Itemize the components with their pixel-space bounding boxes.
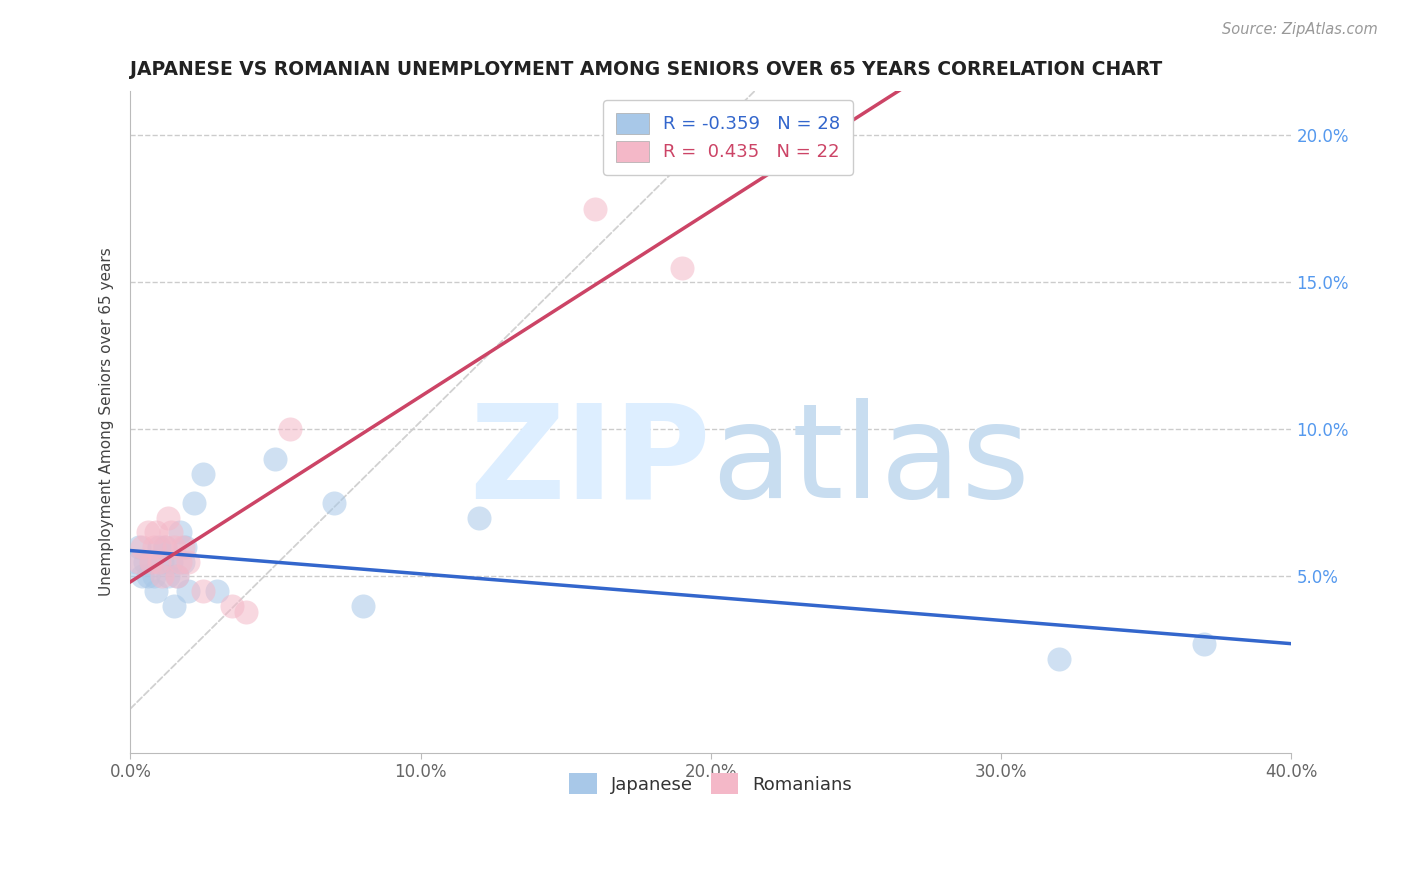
Text: JAPANESE VS ROMANIAN UNEMPLOYMENT AMONG SENIORS OVER 65 YEARS CORRELATION CHART: JAPANESE VS ROMANIAN UNEMPLOYMENT AMONG …: [131, 60, 1163, 78]
Point: [177, 555, 200, 569]
Point: [322, 496, 344, 510]
Point: [172, 555, 194, 569]
Point: [148, 540, 170, 554]
Point: [221, 599, 243, 613]
Point: [145, 584, 167, 599]
Point: [583, 202, 606, 216]
Point: [235, 605, 257, 619]
Point: [157, 510, 180, 524]
Point: [134, 555, 156, 569]
Point: [191, 584, 214, 599]
Point: [163, 599, 186, 613]
Point: [174, 540, 197, 554]
Point: [131, 540, 153, 554]
Point: [139, 555, 162, 569]
Point: [145, 525, 167, 540]
Point: [153, 540, 176, 554]
Point: [1194, 637, 1216, 651]
Point: [128, 555, 150, 569]
Point: [183, 496, 205, 510]
Text: ZIP: ZIP: [470, 398, 711, 525]
Point: [172, 540, 194, 554]
Point: [166, 569, 188, 583]
Point: [278, 422, 301, 436]
Point: [207, 584, 229, 599]
Point: [169, 525, 191, 540]
Point: [191, 467, 214, 481]
Point: [136, 569, 159, 583]
Point: [136, 525, 159, 540]
Point: [150, 555, 173, 569]
Point: [1047, 652, 1070, 666]
Point: [160, 555, 183, 569]
Point: [139, 555, 162, 569]
Point: [125, 555, 148, 569]
Point: [264, 451, 287, 466]
Point: [142, 569, 165, 583]
Point: [169, 555, 191, 569]
Point: [163, 540, 186, 554]
Point: [148, 555, 170, 569]
Point: [166, 569, 188, 583]
Text: Source: ZipAtlas.com: Source: ZipAtlas.com: [1222, 22, 1378, 37]
Point: [157, 569, 180, 583]
Point: [128, 540, 150, 554]
Point: [352, 599, 374, 613]
Point: [150, 569, 173, 583]
Point: [160, 525, 183, 540]
Point: [467, 510, 489, 524]
Point: [671, 260, 693, 275]
Point: [153, 540, 176, 554]
Text: atlas: atlas: [711, 398, 1031, 525]
Legend: Japanese, Romanians: Japanese, Romanians: [561, 764, 862, 804]
Point: [142, 540, 165, 554]
Y-axis label: Unemployment Among Seniors over 65 years: Unemployment Among Seniors over 65 years: [100, 248, 114, 597]
Point: [131, 569, 153, 583]
Point: [177, 584, 200, 599]
